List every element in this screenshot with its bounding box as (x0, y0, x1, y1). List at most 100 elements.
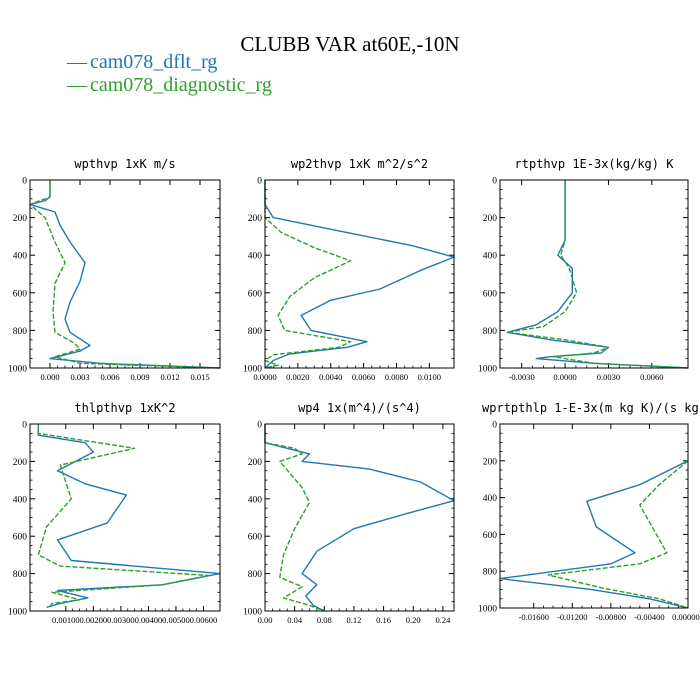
y-tick-label: 1000 (8, 608, 27, 618)
panel-title: wprtpthlp 1-E-3x(m kg K)/(s kg) (482, 401, 700, 415)
y-tick-label: 200 (248, 458, 263, 468)
y-tick-label: 600 (13, 533, 28, 543)
x-tick-label: -0.0030 (509, 372, 535, 382)
panels: wpthvp 1xK m/s 0 200 400 600 800 1000 0.000 0.00… (8, 157, 700, 625)
panel-title: wp2thvp 1xK m^2/s^2 (291, 157, 428, 171)
x-tick-label: 0.0100 (418, 372, 441, 382)
plot-frame (499, 179, 689, 369)
x-tick-label: 0.0080 (385, 372, 408, 382)
legend-dash-1: — (66, 74, 88, 96)
panel-title: thlpthvp 1xK^2 (74, 401, 175, 415)
panel-1: wpthvp 1xK m/s 0 200 400 600 800 1000 0.000 0.00… (8, 157, 221, 382)
panel-title: rtpthvp 1E-3x(kg/kg) K (515, 157, 675, 171)
y-tick-label: 400 (13, 495, 28, 505)
y-tick-label: 200 (13, 458, 28, 468)
series-line-dflt (506, 180, 689, 369)
x-tick-label: 0.000 (40, 372, 59, 382)
panel-3: rtpthvp 1E-3x(kg/kg) K 0 200 400 600 800 1000 -… (478, 157, 689, 382)
x-tick-label: -0.00400 (634, 612, 664, 622)
y-tick-label: 200 (483, 214, 498, 224)
series-line-dflt (37, 424, 221, 608)
x-tick-label: -0.01600 (519, 612, 549, 622)
y-tick-label: 800 (248, 327, 263, 337)
series-line-diagnostic (506, 180, 689, 369)
y-tick-label: 800 (483, 568, 498, 578)
x-tick-label: 0.009 (130, 372, 149, 382)
y-tick-label: 600 (248, 533, 263, 543)
plot-frame (264, 423, 455, 612)
y-tick-label: 600 (483, 289, 498, 299)
x-tick-label: 0.0060 (352, 372, 375, 382)
y-tick-label: 1000 (243, 365, 262, 375)
y-tick-label: 400 (483, 494, 498, 504)
panel-2: wp2thvp 1xK m^2/s^2020040060080010000.00… (243, 157, 455, 382)
x-tick-label: 0.20 (406, 615, 421, 625)
y-tick-label: 0 (257, 421, 262, 431)
y-tick-label: 400 (13, 252, 28, 262)
series-line-diagnostic (29, 180, 221, 369)
x-tick-label: -0.01200 (557, 612, 587, 622)
y-tick-label: 800 (13, 327, 28, 337)
y-tick-label: 200 (483, 457, 498, 467)
y-tick-label: 0 (492, 177, 497, 187)
x-tick-label: 0.0040 (319, 372, 342, 382)
legend: — cam078_dflt_rg — cam078_diagnostic_rg (66, 51, 272, 96)
x-tick-label: 0.0060 (640, 372, 663, 382)
series-line-diagnostic (547, 460, 689, 609)
x-tick-label: 0.00200 (80, 615, 108, 625)
legend-label-diagnostic: cam078_diagnostic_rg (90, 74, 272, 96)
y-tick-label: 600 (483, 531, 498, 541)
x-tick-label: 0.012 (160, 372, 179, 382)
y-tick-label: 0 (22, 421, 27, 431)
panel-title: wpthvp 1xK m/s (74, 157, 175, 171)
x-tick-label: 0.0030 (597, 372, 620, 382)
x-tick-label: 0.24 (435, 615, 451, 625)
y-tick-label: 600 (13, 289, 28, 299)
y-tick-label: 400 (248, 495, 263, 505)
x-tick-label: 0.08 (317, 615, 332, 625)
x-tick-label: 0.00100 (52, 615, 80, 625)
y-tick-label: 1000 (478, 365, 497, 375)
plot-frame (29, 179, 221, 369)
x-tick-label: 0.00400 (135, 615, 163, 625)
y-tick-label: 1000 (8, 365, 27, 375)
panel-6: wprtpthlp 1-E-3x(m kg K)/(s kg) 0 200 400 60… (478, 401, 700, 622)
y-tick-label: 600 (248, 289, 263, 299)
legend-dash-0: — (66, 51, 88, 73)
y-tick-label: 1000 (478, 605, 497, 615)
legend-label-dflt: cam078_dflt_rg (90, 51, 217, 73)
plot-frame (29, 423, 221, 612)
series-line-diagnostic (264, 424, 325, 612)
x-tick-label: 0.00300 (107, 615, 135, 625)
y-tick-label: 0 (492, 421, 497, 431)
x-tick-label: 0.0000 (253, 372, 276, 382)
x-tick-label: 0.0000 (553, 372, 576, 382)
y-tick-label: 1000 (243, 608, 262, 618)
x-tick-label: 0.16 (376, 615, 391, 625)
plot-frame (499, 423, 689, 609)
x-tick-label: 0.003 (70, 372, 89, 382)
x-tick-label: 0.0020 (286, 372, 309, 382)
series-line-dflt (499, 460, 689, 609)
y-tick-label: 400 (248, 252, 263, 262)
x-tick-label: 0.015 (190, 372, 209, 382)
x-tick-label: -0.00800 (596, 612, 626, 622)
y-tick-label: 200 (13, 214, 28, 224)
figure-title: CLUBB VAR at60E,-10N (240, 32, 459, 56)
y-tick-label: 400 (483, 252, 498, 262)
y-tick-label: 800 (483, 327, 498, 337)
plot-frame (264, 179, 455, 369)
x-tick-label: 0.12 (347, 615, 362, 625)
x-tick-label: 0.00600 (190, 615, 218, 625)
y-tick-label: 0 (22, 177, 27, 187)
series-line-dflt (264, 180, 455, 369)
x-tick-label: 0.006 (100, 372, 119, 382)
y-tick-label: 800 (248, 570, 263, 580)
x-tick-label: 0.04 (287, 615, 303, 625)
panel-title: wp4 1x(m^4)/(s^4) (298, 401, 421, 415)
y-tick-label: 200 (248, 214, 263, 224)
